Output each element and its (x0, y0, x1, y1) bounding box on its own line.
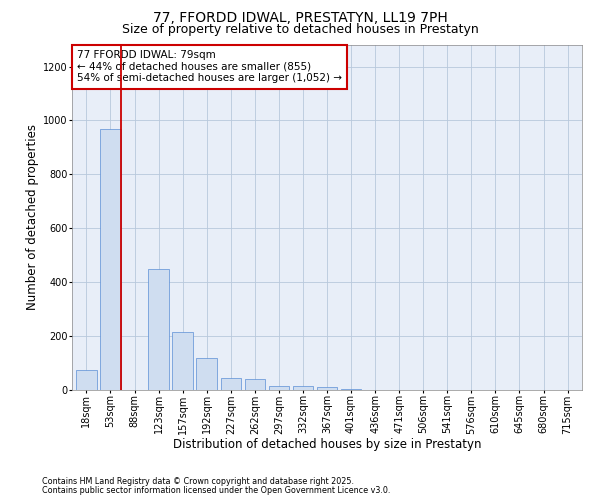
Bar (221, 378, 241, 390)
Bar (317, 388, 337, 390)
Text: 77, FFORDD IDWAL, PRESTATYN, LL19 7PH: 77, FFORDD IDWAL, PRESTATYN, LL19 7PH (152, 11, 448, 25)
Bar (76, 370, 97, 390)
Text: Size of property relative to detached houses in Prestatyn: Size of property relative to detached ho… (122, 22, 478, 36)
Bar (269, 386, 289, 390)
Bar (100, 128, 121, 390)
Text: 77 FFORDD IDWAL: 79sqm
← 44% of detached houses are smaller (855)
54% of semi-de: 77 FFORDD IDWAL: 79sqm ← 44% of detached… (77, 50, 342, 84)
Bar (172, 332, 193, 390)
Bar (341, 388, 361, 390)
Bar (196, 358, 217, 390)
Y-axis label: Number of detached properties: Number of detached properties (26, 124, 39, 310)
Text: Contains HM Land Registry data © Crown copyright and database right 2025.: Contains HM Land Registry data © Crown c… (42, 477, 354, 486)
Text: Contains public sector information licensed under the Open Government Licence v3: Contains public sector information licen… (42, 486, 391, 495)
X-axis label: Distribution of detached houses by size in Prestatyn: Distribution of detached houses by size … (173, 438, 481, 451)
Bar (293, 386, 313, 390)
Bar (245, 379, 265, 390)
Bar (148, 268, 169, 390)
